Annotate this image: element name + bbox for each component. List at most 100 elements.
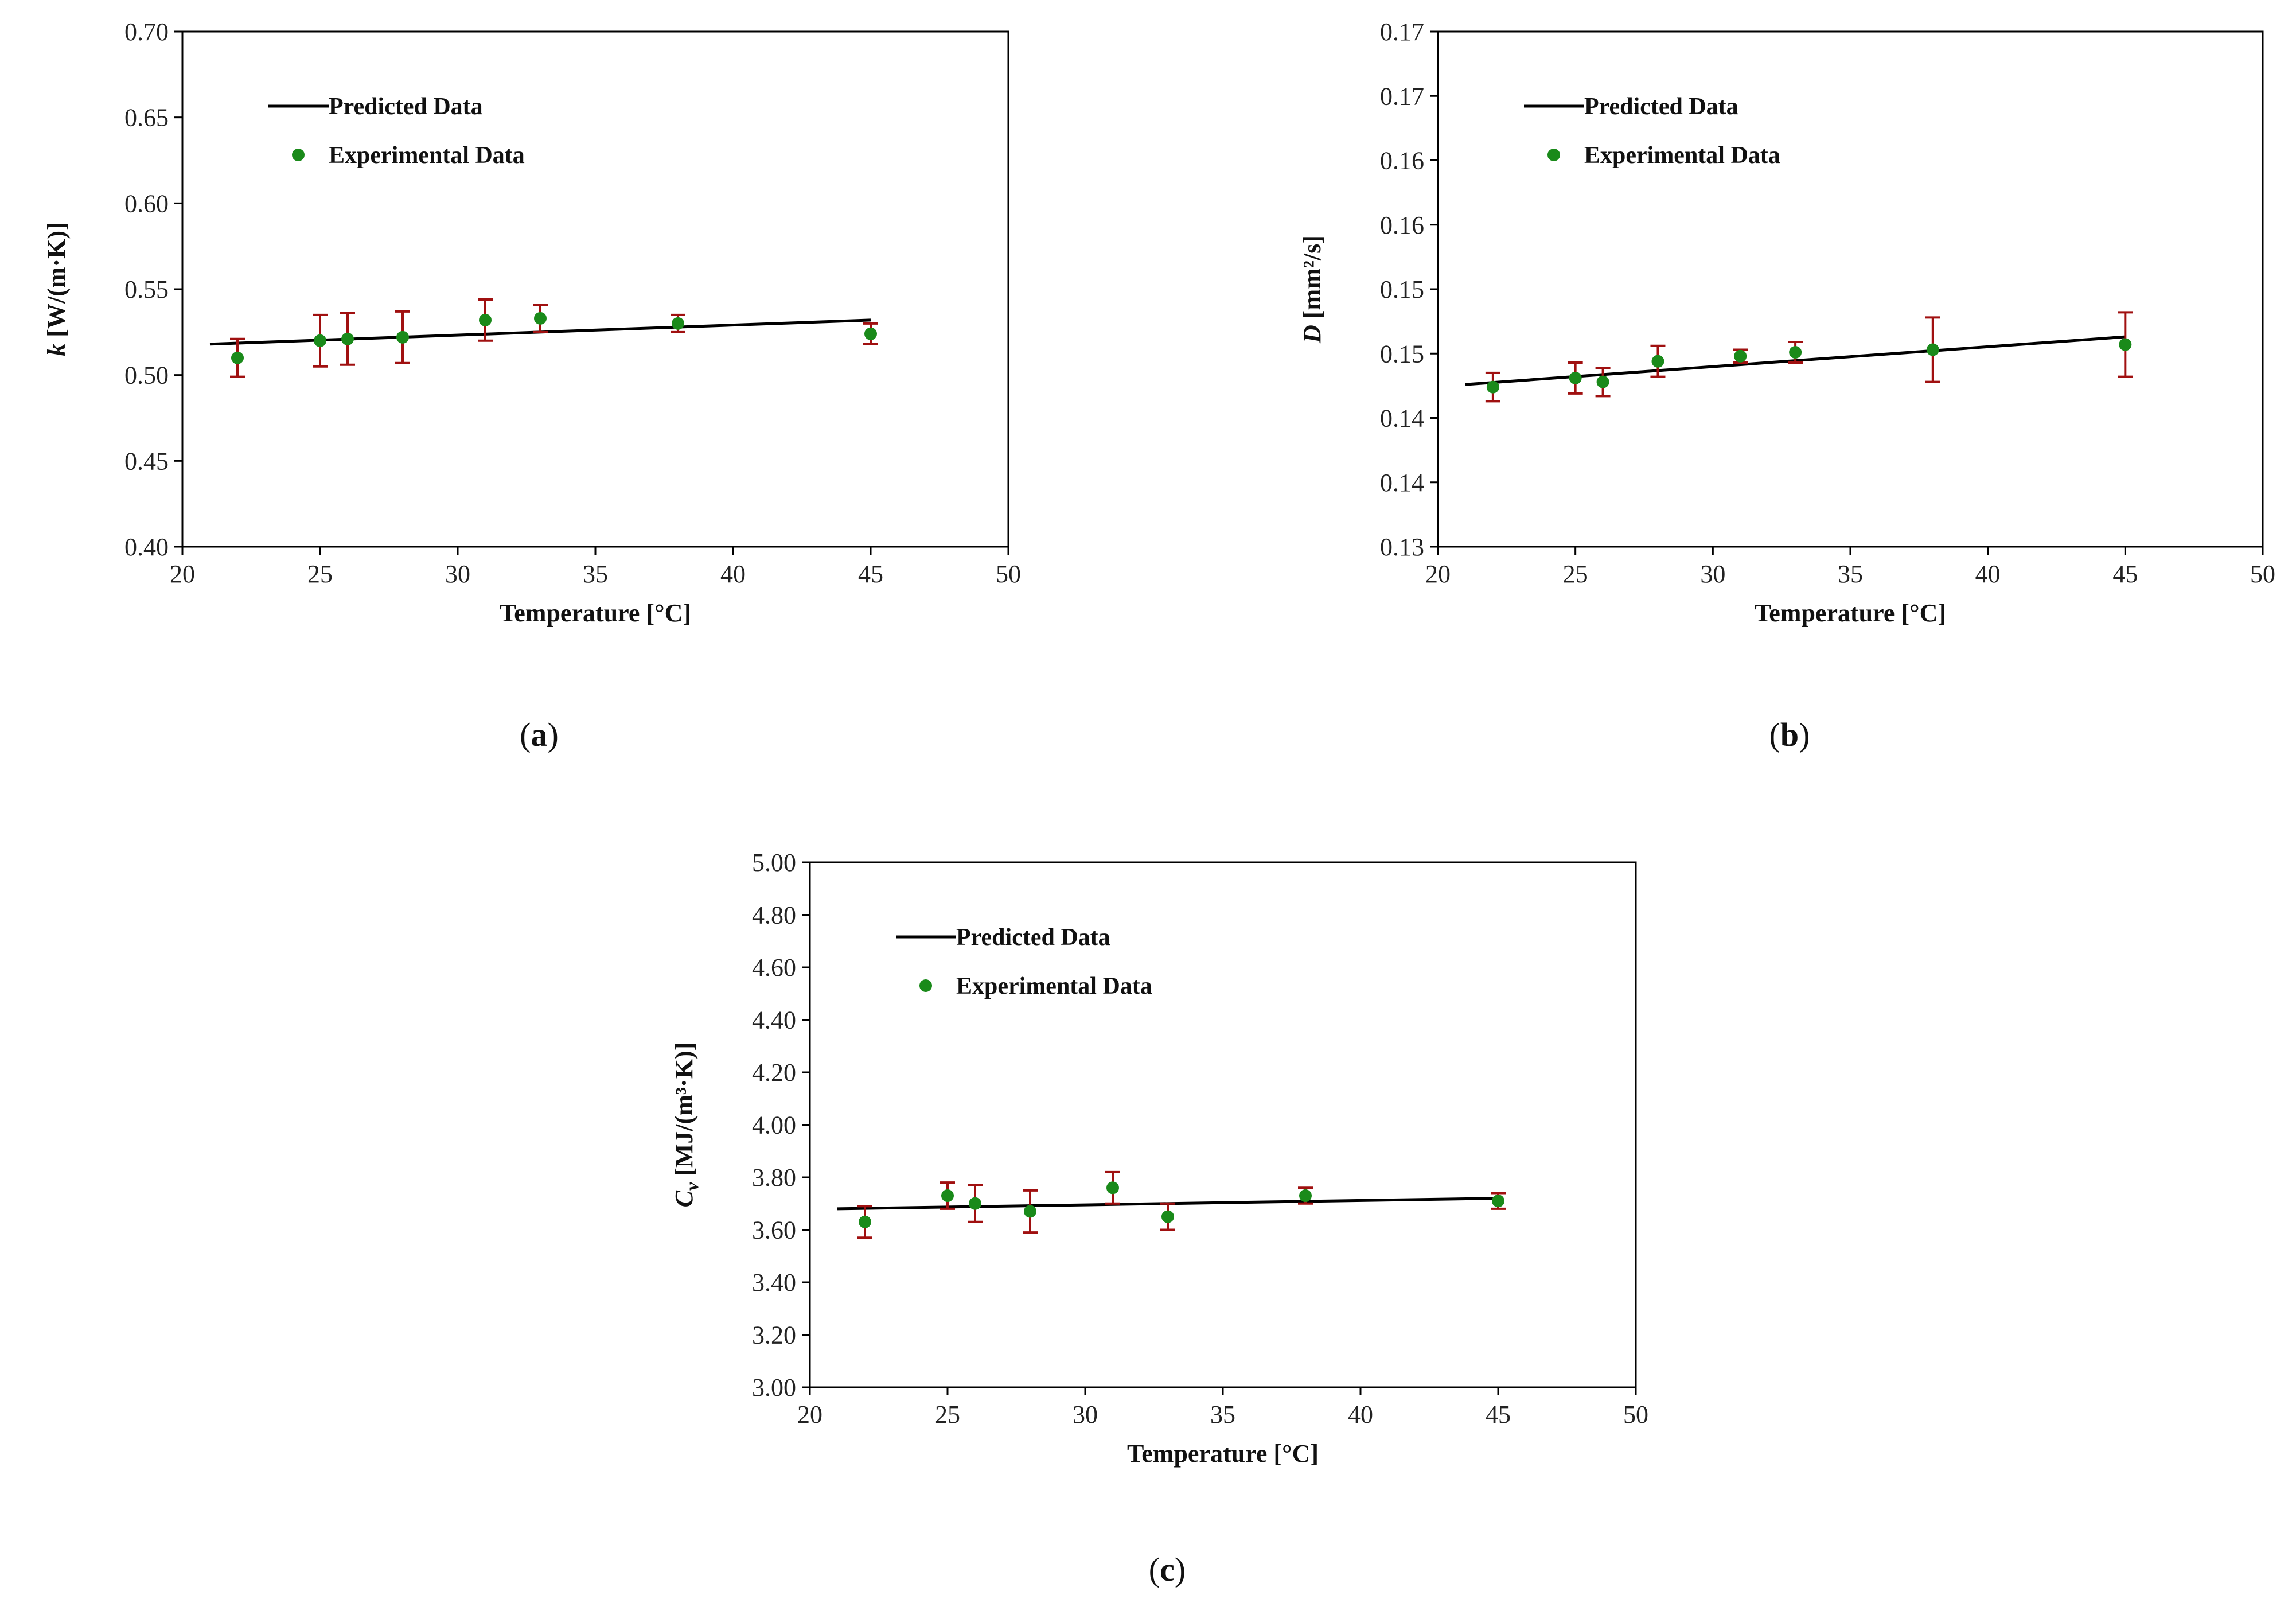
panel-label-a: (a)	[520, 716, 559, 753]
legend-label-predicted: Predicted Data	[956, 924, 1110, 951]
x-tick-label: 25	[307, 560, 333, 588]
y-tick-label: 0.13	[1380, 533, 1424, 561]
experimental-data-point	[864, 327, 877, 340]
y-tick-label: 3.80	[752, 1164, 796, 1192]
x-tick-label: 45	[858, 560, 883, 588]
y-tick-label: 4.60	[752, 954, 796, 982]
experimental-data-point	[859, 1215, 871, 1228]
x-tick-label: 20	[797, 1400, 822, 1429]
x-tick-label: 40	[1975, 560, 2001, 588]
legend-point-swatch	[919, 979, 932, 992]
experimental-data-point	[1596, 375, 1609, 388]
x-tick-label: 50	[996, 560, 1021, 588]
y-tick-label: 0.60	[124, 189, 169, 217]
y-axis-title: D [mm²/s]	[1298, 235, 1326, 344]
y-tick-label: 0.14	[1380, 404, 1424, 433]
x-tick-label: 40	[1348, 1400, 1373, 1429]
y-tick-label: 0.16	[1380, 211, 1424, 239]
experimental-data-point	[1569, 371, 1582, 384]
y-tick-label: 0.50	[124, 361, 169, 390]
y-axis-subscript: v	[681, 1182, 702, 1191]
y-tick-label: 3.40	[752, 1269, 796, 1297]
y-tick-label: 0.15	[1380, 275, 1424, 304]
legend-label-experimental: Experimental Data	[1584, 142, 1780, 169]
experimental-data-point	[1926, 343, 1939, 356]
experimental-data-point	[479, 313, 492, 326]
x-tick-label: 40	[720, 560, 746, 588]
experimental-data-point	[941, 1189, 954, 1203]
y-tick-label: 0.17	[1380, 82, 1424, 110]
x-axis-title: Temperature [°C]	[1127, 1440, 1319, 1468]
y-tick-label: 5.00	[752, 849, 796, 877]
y-axis-unit: [mm²/s]	[1298, 235, 1326, 325]
x-tick-label: 25	[935, 1400, 960, 1429]
y-tick-label: 0.14	[1380, 469, 1424, 497]
experimental-data-point	[314, 334, 326, 347]
y-tick-label: 0.17	[1380, 18, 1424, 46]
y-tick-label: 0.70	[124, 18, 169, 46]
x-tick-label: 30	[1700, 560, 1725, 588]
experimental-data-point	[1299, 1189, 1312, 1203]
x-tick-label: 20	[170, 560, 195, 588]
x-tick-label: 35	[1210, 1400, 1235, 1429]
x-tick-label: 25	[1563, 560, 1588, 588]
experimental-data-point	[231, 351, 244, 364]
x-axis-title: Temperature [°C]	[500, 599, 691, 627]
x-tick-label: 50	[2250, 560, 2275, 588]
panel-label-c: (c)	[1149, 1551, 1186, 1588]
y-tick-label: 4.40	[752, 1006, 796, 1034]
y-tick-label: 0.16	[1380, 147, 1424, 175]
experimental-data-point	[672, 317, 684, 330]
panel-a: 20 25 30 35 40 45 50 0.40 0.45 0.50 0.55 0.60 0.65 0.…	[42, 18, 1021, 627]
x-axis-title: Temperature [°C]	[1755, 599, 1946, 627]
y-tick-label: 0.55	[124, 275, 169, 304]
plot-frame	[809, 861, 1637, 1388]
experimental-data-point	[534, 312, 547, 325]
y-tick-label: 4.00	[752, 1111, 796, 1139]
y-axis-title: Cv [MJ/(m³·K)]	[670, 1042, 702, 1208]
y-tick-label: 3.20	[752, 1321, 796, 1349]
plot-frame	[181, 30, 1009, 548]
x-tick-label: 20	[1425, 560, 1451, 588]
experimental-data-point	[1492, 1195, 1504, 1208]
experimental-data-point	[341, 332, 354, 345]
y-tick-label: 3.60	[752, 1216, 796, 1244]
y-axis-symbol: D	[1298, 325, 1326, 344]
y-tick-label: 4.20	[752, 1059, 796, 1087]
y-axis-symbol: k	[42, 344, 71, 356]
legend-label-predicted: Predicted Data	[329, 94, 483, 120]
x-tick-label: 30	[445, 560, 470, 588]
y-tick-label: 0.40	[124, 533, 169, 561]
y-axis-unit: [W/(m·K)]	[42, 222, 71, 343]
y-axis-symbol: C	[670, 1190, 698, 1207]
legend-label-predicted: Predicted Data	[1584, 94, 1738, 120]
experimental-data-point	[1651, 355, 1664, 368]
experimental-data-point	[1024, 1205, 1036, 1218]
y-tick-label: 4.80	[752, 901, 796, 929]
legend-label-experimental: Experimental Data	[329, 142, 525, 169]
experimental-data-point	[969, 1197, 981, 1210]
x-tick-label: 50	[1623, 1400, 1648, 1429]
legend-point-swatch	[1547, 149, 1560, 161]
y-tick-label: 0.45	[124, 447, 169, 475]
panel-label-b: (b)	[1769, 716, 1810, 753]
y-tick-label: 0.15	[1380, 340, 1424, 368]
panel-c: 20 25 30 35 40 45 50 3.00 3.20 3.40 3.60 3.80 4.00 4.…	[670, 849, 1648, 1468]
experimental-data-point	[1486, 380, 1499, 394]
x-tick-label: 45	[2112, 560, 2138, 588]
legend-label-experimental: Experimental Data	[956, 973, 1152, 999]
legend-point-swatch	[292, 149, 305, 161]
experimental-data-point	[1789, 346, 1802, 359]
panel-b: 20 25 30 35 40 45 50 0.13 0.14 0.14 0.15 0.15 0.16 0.…	[1298, 18, 2275, 627]
experimental-data-point	[2119, 338, 2132, 351]
experimental-data-point	[1106, 1181, 1119, 1195]
y-axis-title: k [W/(m·K)]	[42, 222, 71, 356]
experimental-data-point	[396, 330, 409, 344]
y-tick-label: 0.65	[124, 104, 169, 132]
x-tick-label: 35	[583, 560, 608, 588]
x-tick-label: 45	[1486, 1400, 1511, 1429]
experimental-data-point	[1161, 1210, 1174, 1223]
x-tick-label: 30	[1073, 1400, 1098, 1429]
experimental-data-point	[1734, 349, 1747, 363]
